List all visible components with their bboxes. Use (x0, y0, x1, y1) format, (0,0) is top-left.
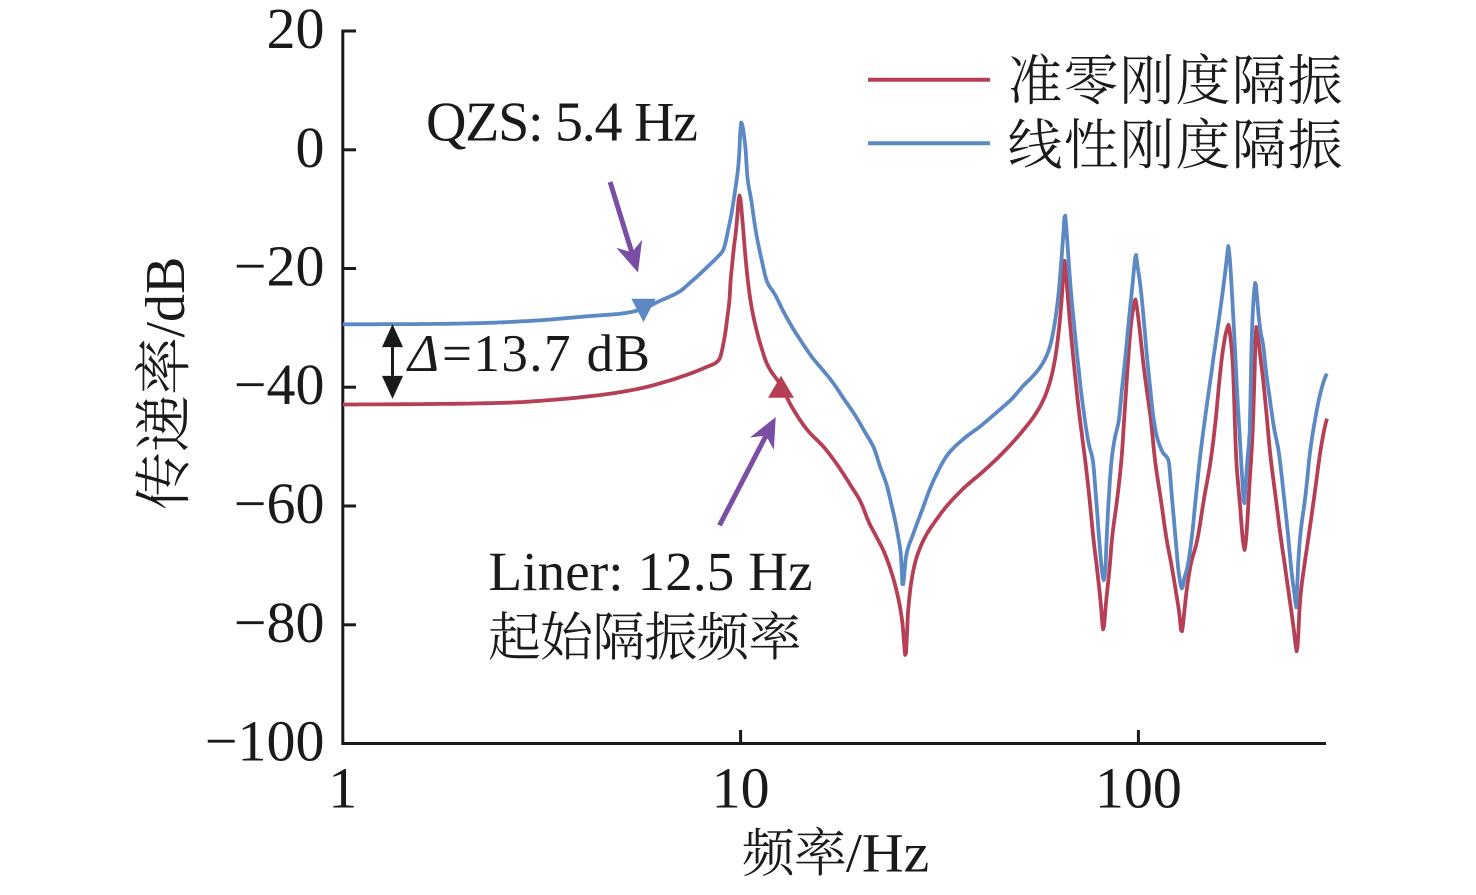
svg-text:−60: −60 (234, 471, 325, 536)
svg-text:Δ: Δ (406, 325, 439, 383)
svg-text:QZS: 5.4 Hz: QZS: 5.4 Hz (426, 92, 698, 154)
svg-text:−100: −100 (205, 709, 325, 774)
svg-text:−40: −40 (234, 352, 325, 417)
svg-text:Liner: 12.5 Hz: Liner: 12.5 Hz (489, 541, 813, 602)
svg-text:/dB: /dB (135, 257, 197, 338)
svg-text:−20: −20 (234, 234, 325, 299)
svg-text:10: 10 (712, 756, 770, 821)
svg-text:20: 20 (267, 0, 325, 61)
svg-text:/Hz: /Hz (846, 823, 929, 884)
svg-text:100: 100 (1095, 756, 1182, 821)
svg-text:−80: −80 (234, 590, 325, 655)
svg-text:1: 1 (328, 756, 357, 821)
svg-text:=13.7 dB: =13.7 dB (442, 325, 650, 383)
svg-text:0: 0 (296, 115, 325, 180)
